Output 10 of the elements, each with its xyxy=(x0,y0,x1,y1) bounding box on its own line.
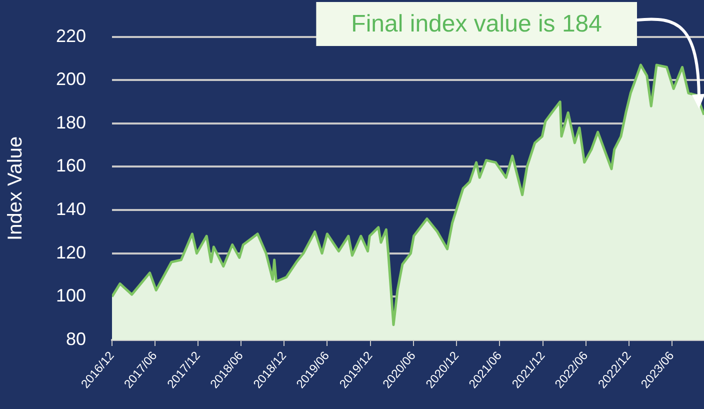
y-tick-label: 100 xyxy=(56,286,86,306)
y-tick-label: 200 xyxy=(56,69,86,90)
y-axis-title: Index Value xyxy=(4,136,27,240)
y-tick-label: 140 xyxy=(56,199,86,220)
y-tick-label: 220 xyxy=(56,26,86,46)
y-tick-label: 180 xyxy=(56,112,86,132)
y-tick-label: 80 xyxy=(66,328,86,349)
y-tick-label: 120 xyxy=(56,242,86,262)
y-tick-label: 160 xyxy=(56,156,86,176)
annotation: Final index value is 184 xyxy=(351,10,602,38)
